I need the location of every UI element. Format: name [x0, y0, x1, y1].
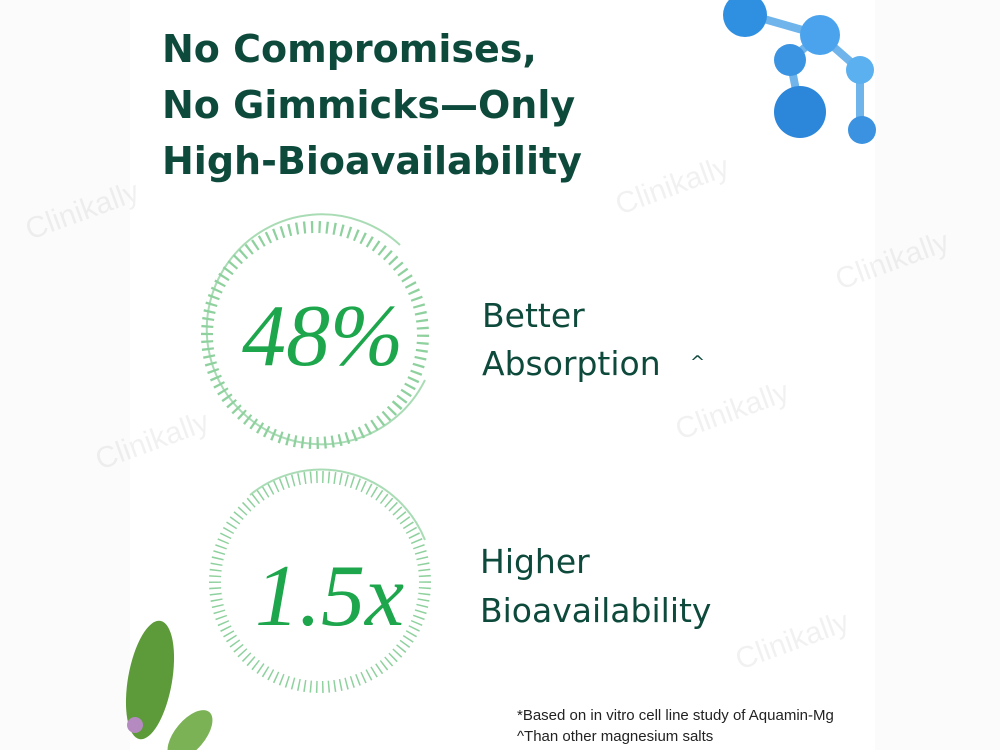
stat-label: Absorption	[482, 344, 661, 383]
molecule	[723, 0, 876, 144]
title-line: High-Bioavailability	[162, 139, 582, 183]
footnote: *Based on in vitro cell line study of Aq…	[517, 707, 834, 724]
leaf	[125, 620, 213, 750]
ring	[201, 213, 429, 449]
footnote: ^Than other magnesium salts	[517, 728, 713, 745]
title-line: No Compromises,	[162, 27, 537, 71]
panel	[130, 0, 875, 750]
stat-figure: 48%	[242, 288, 403, 385]
ring	[209, 468, 431, 693]
stat-label: Bioavailability	[480, 591, 711, 630]
footnote-mark: ^	[690, 352, 705, 373]
stat-figure: 1.5x	[255, 548, 404, 645]
title-line: No Gimmicks—Only	[162, 83, 575, 127]
stat-label: Better	[482, 296, 585, 335]
stat-label: Higher	[480, 542, 590, 581]
